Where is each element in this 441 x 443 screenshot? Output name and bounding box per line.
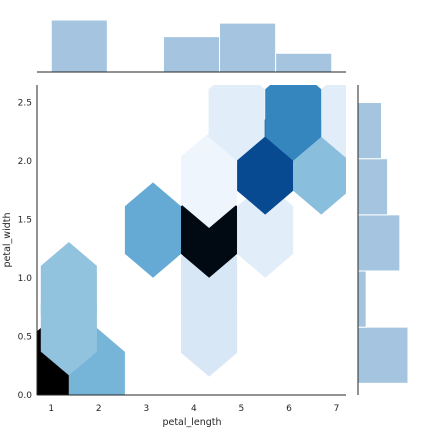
- right-hist-bar: [357, 326, 409, 384]
- right-marginal-histogram: [357, 85, 409, 395]
- x-tick-label: 1: [48, 404, 54, 414]
- y-tick-label: 2.5: [18, 99, 32, 109]
- top-hist-bar: [162, 36, 221, 73]
- x-tick-label: 2: [96, 404, 102, 414]
- y-tick-label: 0.0: [18, 391, 33, 401]
- y-axis-ticks: 0.0 0.5 1.0 1.5 2.0 2.5: [18, 99, 33, 401]
- top-hist-bar: [50, 19, 108, 73]
- right-hist-bar: [357, 214, 401, 272]
- hexbin-cell-13: [265, 85, 322, 161]
- y-tick-label: 1.5: [18, 216, 32, 226]
- y-axis-label: petal_width: [2, 213, 13, 268]
- hexbin-cells: [37, 85, 346, 395]
- x-tick-label: 3: [143, 404, 149, 414]
- right-hist-bar: [357, 158, 389, 216]
- right-hist-bar: [357, 270, 367, 328]
- hexbin-cell-9: [181, 132, 238, 228]
- hexbin-cell-12: [208, 85, 265, 161]
- y-tick-label: 2.0: [18, 157, 33, 167]
- hexbin-cell-3: [40, 242, 97, 338]
- x-tick-label: 7: [334, 404, 340, 414]
- x-tick-label: 4: [191, 404, 197, 414]
- hexbin-cell-6: [124, 182, 181, 278]
- x-tick-label: 6: [286, 404, 292, 414]
- right-hist-bar: [357, 102, 382, 160]
- hexbin-cell-14: [321, 85, 346, 158]
- y-tick-label: 0.5: [18, 333, 32, 343]
- x-tick-label: 5: [239, 404, 245, 414]
- x-axis-label: petal_length: [162, 417, 221, 428]
- top-marginal-histogram: [37, 19, 346, 73]
- y-tick-label: 1.0: [18, 274, 33, 284]
- x-axis-ticks: 1 2 3 4 5 6 7: [48, 404, 339, 414]
- hexbin-cell-8: [237, 182, 294, 278]
- hexbin-plot-area: [36, 85, 346, 396]
- top-hist-bar: [275, 52, 333, 73]
- top-hist-bar: [219, 22, 277, 73]
